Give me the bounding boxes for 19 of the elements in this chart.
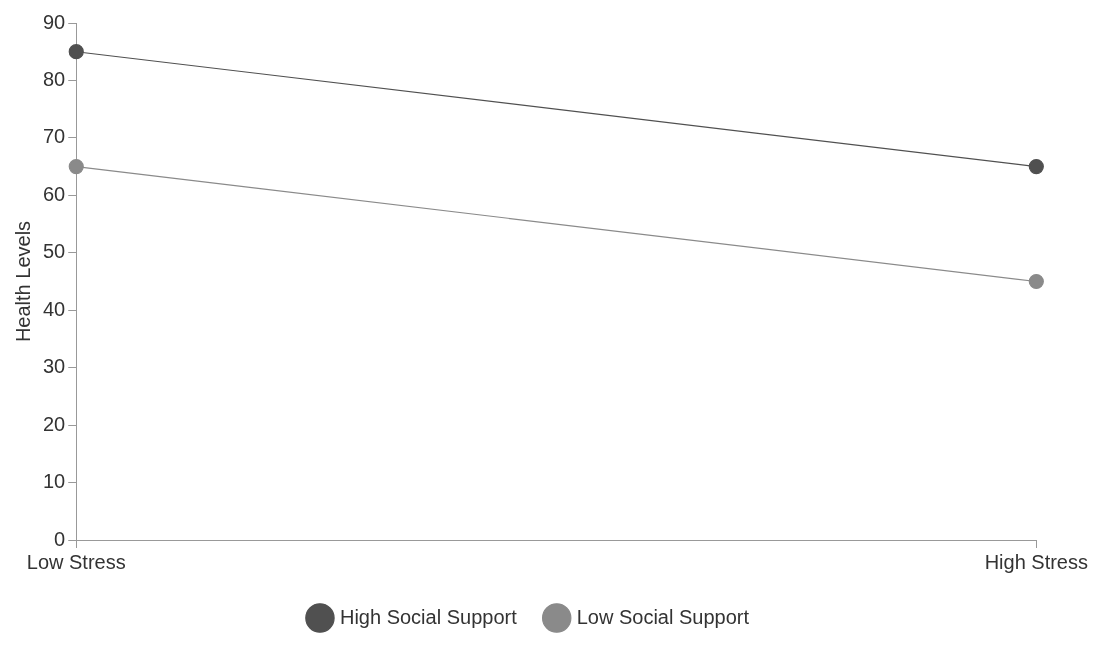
point	[68, 159, 84, 175]
y-tick-label: 40	[43, 297, 66, 320]
legend-label: High Social Support	[339, 605, 518, 628]
y-tick-label: 60	[43, 182, 66, 205]
y-tick-label: 50	[43, 240, 66, 263]
legend-label: Low Social Support	[576, 605, 750, 628]
x-tick-label: Low Stress	[26, 550, 126, 573]
y-tick-label: 70	[43, 125, 66, 148]
y-tick-label: 0	[54, 527, 66, 550]
y-tick-label: 80	[43, 67, 66, 90]
y-tick-label: 20	[43, 412, 66, 435]
y-tick-label: 90	[43, 10, 66, 33]
point	[1028, 273, 1044, 290]
point	[68, 44, 84, 60]
y-axis-title: Health Levels	[11, 220, 34, 343]
y-tick-label: 10	[43, 470, 66, 493]
y-tick-label: 30	[43, 355, 66, 378]
x-tick-label: High Stress	[984, 550, 1088, 573]
point	[1028, 159, 1044, 175]
